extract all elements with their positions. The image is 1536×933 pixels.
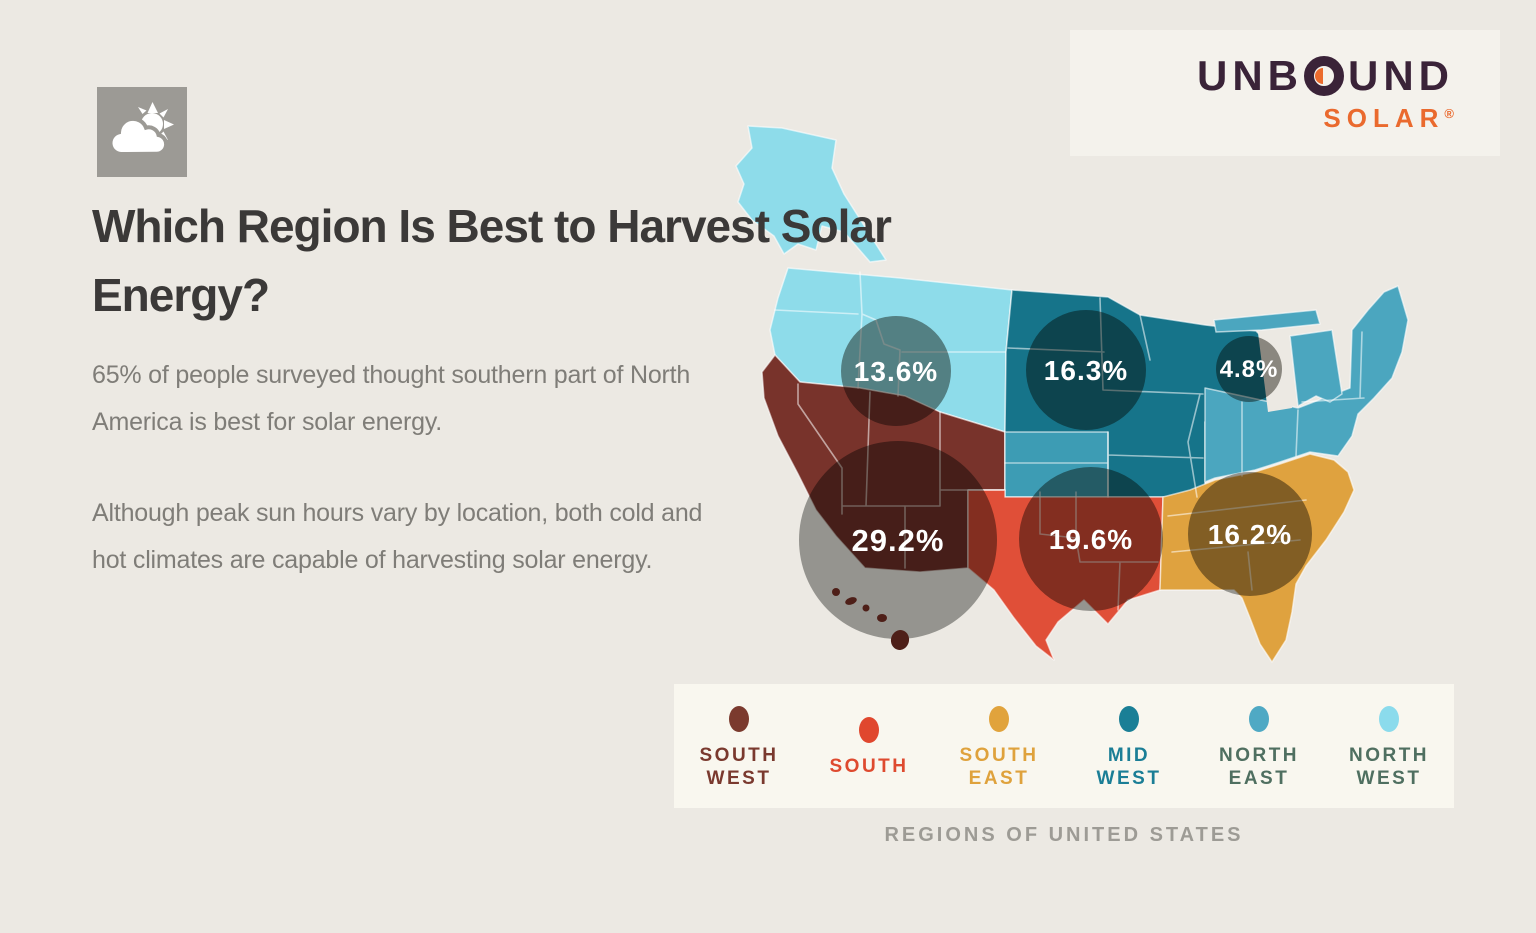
bubble-value-midwest: 16.3% bbox=[1044, 355, 1128, 386]
bubble-midwest bbox=[1026, 310, 1146, 430]
legend-dot-northeast bbox=[1249, 705, 1269, 732]
legend-item-southwest: SOUTH WEST bbox=[674, 702, 804, 791]
bubble-value-south: 19.6% bbox=[1049, 524, 1133, 555]
legend-dot-south bbox=[859, 717, 879, 744]
intro-paragraph-2: Although peak sun hours vary by location… bbox=[92, 499, 703, 574]
brand-wordmark-right: UND bbox=[1348, 52, 1454, 99]
legend-dot-southwest bbox=[729, 705, 749, 732]
bubble-southeast bbox=[1188, 472, 1312, 596]
us-region-map: 13.6% 16.3% 4.8% 29.2% 19.6% 16.2% bbox=[735, 125, 1409, 663]
brand-logo: UNB UND SOLAR® bbox=[1070, 30, 1500, 156]
region-northeast bbox=[1204, 285, 1409, 483]
unbound-sun-o-icon bbox=[1304, 56, 1344, 96]
hawaii-islands bbox=[832, 588, 910, 650]
intro-paragraph-1: 65% of people surveyed thought southern … bbox=[92, 361, 691, 436]
bubble-northwest bbox=[841, 316, 951, 426]
legend-item-northwest: NORTH WEST bbox=[1324, 702, 1454, 791]
map-caption: REGIONS OF UNITED STATES bbox=[884, 824, 1244, 846]
legend-dot-northwest bbox=[1379, 705, 1399, 732]
bubble-south bbox=[1019, 467, 1163, 611]
bubble-value-southeast: 16.2% bbox=[1208, 519, 1292, 550]
registered-trademark-icon: ® bbox=[1444, 106, 1454, 121]
bubble-value-southwest: 29.2% bbox=[852, 523, 945, 558]
brand-subtitle: SOLAR® bbox=[1323, 103, 1454, 133]
brand-wordmark-left: UNB bbox=[1197, 52, 1303, 99]
legend-item-northeast: NORTH EAST bbox=[1194, 702, 1324, 791]
brand-wordmark: UNB UND bbox=[1197, 55, 1454, 97]
region-michigan-mitten bbox=[1289, 329, 1343, 407]
bubble-value-northeast: 4.8% bbox=[1220, 356, 1279, 383]
legend-dot-midwest bbox=[1119, 705, 1139, 732]
legend-item-south: SOUTH bbox=[804, 713, 934, 779]
page-title: Which Region Is Best to Harvest Solar En… bbox=[92, 200, 892, 321]
weather-icon bbox=[97, 87, 187, 177]
legend-dot-southeast bbox=[989, 705, 1009, 732]
region-michigan-upper-peninsula bbox=[1213, 309, 1321, 333]
sun-behind-cloud-icon bbox=[108, 102, 174, 157]
legend-item-midwest: MID WEST bbox=[1064, 702, 1194, 791]
map-legend: SOUTH WEST SOUTH SOUTH EAST MID WEST NORTH E… bbox=[674, 684, 1454, 808]
bubble-southwest bbox=[799, 441, 997, 639]
region-alaska bbox=[735, 125, 887, 263]
bubble-northeast bbox=[1216, 336, 1282, 402]
bubble-value-northwest: 13.6% bbox=[854, 356, 938, 387]
legend-item-southeast: SOUTH EAST bbox=[934, 702, 1064, 791]
